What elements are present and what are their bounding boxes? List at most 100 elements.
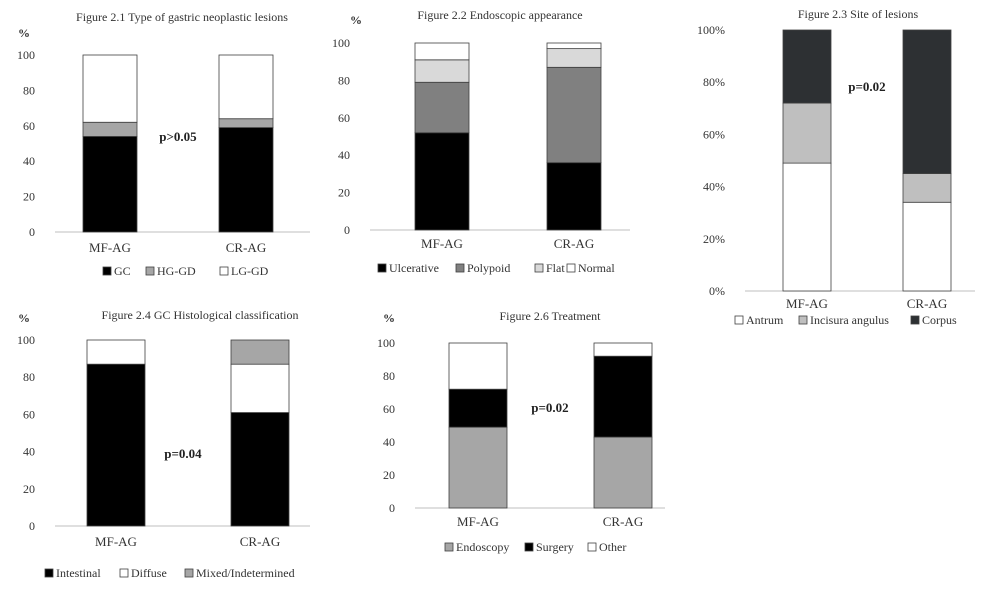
legend-swatch — [910, 315, 920, 325]
legend-label: Endoscopy — [456, 540, 509, 554]
bar-segment-other — [593, 342, 653, 357]
y-tick-label: 20 — [23, 190, 35, 204]
y-tick-label: 100 — [332, 36, 350, 50]
y-tick-label: 60 — [383, 402, 395, 416]
bar-segment-intestinal — [230, 412, 290, 527]
bar-segment-ulcerative — [414, 132, 470, 231]
p-value-annotation: p>0.05 — [159, 129, 197, 144]
bar-segment-gc — [82, 136, 138, 233]
y-tick-label: 80 — [23, 83, 35, 97]
bar-segment-antrum — [902, 201, 952, 292]
y-axis-unit: % — [18, 26, 30, 40]
y-tick-label: 0 — [344, 223, 350, 237]
bar-segment-normal — [414, 42, 470, 61]
x-category-label: CR-AG — [240, 534, 280, 549]
legend-swatch — [734, 315, 744, 325]
y-tick-label: 60 — [23, 407, 35, 421]
legend-swatch — [587, 542, 597, 552]
legend-label: Flat — [546, 261, 565, 275]
x-category-label: MF-AG — [89, 240, 131, 255]
y-tick-label: 100 — [17, 48, 35, 62]
y-tick-label: 20 — [383, 468, 395, 482]
legend-swatch — [377, 263, 387, 273]
y-tick-label: 60 — [338, 111, 350, 125]
y-tick-label: 0% — [709, 284, 725, 298]
x-category-label: CR-AG — [554, 236, 594, 251]
legend-label: Antrum — [746, 313, 784, 327]
legend-label: Corpus — [922, 313, 957, 327]
bar-segment-polypoid — [546, 66, 602, 164]
x-category-label: MF-AG — [457, 514, 499, 529]
y-tick-label: 0 — [389, 501, 395, 515]
bar-segment-antrum — [782, 162, 832, 292]
p-value-annotation: p=0.04 — [164, 446, 202, 461]
x-category-label: CR-AG — [907, 296, 947, 311]
legend-swatch — [44, 568, 54, 578]
y-tick-label: 0 — [29, 225, 35, 239]
legend-label: Ulcerative — [389, 261, 439, 275]
bar-segment-intestinal — [86, 363, 146, 527]
legend-label: Incisura angulus — [810, 313, 889, 327]
legend-swatch — [219, 266, 229, 276]
chart-title: Figure 2.1 Type of gastric neoplastic le… — [76, 10, 288, 24]
legend-label: Polypoid — [467, 261, 510, 275]
y-tick-label: 40 — [23, 154, 35, 168]
bar-segment-normal — [546, 42, 602, 50]
y-tick-label: 60 — [23, 119, 35, 133]
bar-segment-mixed-indetermined — [230, 339, 290, 365]
bar-segment-polypoid — [414, 81, 470, 134]
bar-segment-flat — [414, 59, 470, 83]
y-tick-label: 80 — [383, 369, 395, 383]
x-category-label: MF-AG — [786, 296, 828, 311]
legend-label: Intestinal — [56, 566, 101, 580]
x-category-label: CR-AG — [603, 514, 643, 529]
y-axis-unit: % — [383, 311, 395, 325]
y-tick-label: 100% — [697, 23, 725, 37]
legend-label: LG-GD — [231, 264, 269, 278]
y-tick-label: 80% — [703, 75, 725, 89]
y-axis-unit: % — [350, 13, 362, 27]
y-tick-label: 100 — [377, 336, 395, 350]
bar-segment-other — [448, 342, 508, 390]
y-tick-label: 100 — [17, 333, 35, 347]
y-tick-label: 0 — [29, 519, 35, 533]
bar-segment-lg-gd — [218, 54, 274, 120]
chart-f21: Figure 2.1 Type of gastric neoplastic le… — [17, 10, 310, 278]
p-value-annotation: p=0.02 — [848, 79, 885, 94]
y-tick-label: 80 — [23, 370, 35, 384]
bar-segment-diffuse — [230, 363, 290, 413]
legend-swatch — [119, 568, 129, 578]
chart-f22: Figure 2.2 Endoscopic appearance% 0 20 40 60… — [332, 8, 630, 275]
bar-segment-incisura-angulus — [782, 102, 832, 164]
bar-segment-ulcerative — [546, 162, 602, 231]
x-category-label: MF-AG — [421, 236, 463, 251]
chart-f23: Figure 2.3 Site of lesions 0% 20% 40% 60% 80%… — [697, 7, 975, 327]
bar-segment-hg-gd — [82, 121, 138, 137]
legend-swatch — [798, 315, 808, 325]
legend-swatch — [444, 542, 454, 552]
y-axis-unit: % — [18, 311, 30, 325]
y-tick-label: 20 — [338, 186, 350, 200]
y-tick-label: 40 — [383, 435, 395, 449]
legend-label: Normal — [578, 261, 615, 275]
legend-swatch — [145, 266, 155, 276]
y-tick-label: 40 — [23, 445, 35, 459]
chart-title: Figure 2.3 Site of lesions — [798, 7, 919, 21]
y-tick-label: 60% — [703, 127, 725, 141]
bar-segment-surgery — [448, 388, 508, 428]
x-category-label: MF-AG — [95, 534, 137, 549]
bar-segment-gc — [218, 127, 274, 233]
chart-f26: Figure 2.6 Treatment% 0 20 40 60 80 100 MF-AG CR… — [377, 309, 665, 554]
bar-segment-endoscopy — [448, 426, 508, 509]
chart-title: Figure 2.4 GC Histological classificatio… — [102, 308, 299, 322]
legend-label: Mixed/Indetermined — [196, 566, 295, 580]
bar-segment-diffuse — [86, 339, 146, 365]
bar-segment-endoscopy — [593, 436, 653, 509]
chart-title: Figure 2.6 Treatment — [500, 309, 602, 323]
legend-swatch — [566, 263, 576, 273]
legend-label: Diffuse — [131, 566, 167, 580]
x-category-label: CR-AG — [226, 240, 266, 255]
legend-label: Surgery — [536, 540, 574, 554]
legend-swatch — [184, 568, 194, 578]
